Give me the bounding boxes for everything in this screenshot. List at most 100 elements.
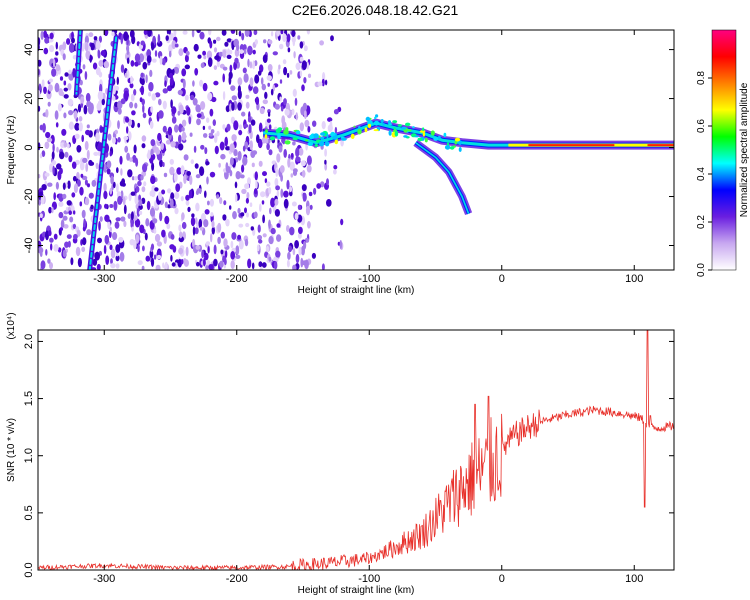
colorbar-tick-label: 0.4	[696, 167, 707, 181]
noise-speckle	[73, 210, 76, 215]
noise-speckle	[289, 226, 295, 236]
noise-speckle	[185, 200, 190, 206]
noise-speckle	[231, 95, 237, 101]
noise-speckle	[72, 68, 76, 78]
noise-speckle	[217, 222, 222, 233]
noise-speckle	[72, 223, 77, 229]
noise-speckle	[195, 202, 200, 212]
noise-speckle	[216, 130, 220, 137]
noise-speckle	[222, 124, 226, 130]
noise-speckle	[155, 148, 161, 155]
noise-speckle	[161, 58, 166, 66]
noise-speckle	[249, 61, 253, 69]
signal-blotch	[341, 137, 347, 141]
noise-speckle	[171, 116, 177, 124]
noise-speckle	[244, 207, 247, 214]
noise-speckle	[178, 48, 184, 56]
noise-speckle	[254, 171, 258, 181]
noise-speckle	[203, 257, 206, 267]
noise-speckle	[309, 204, 313, 210]
signal-blotch	[412, 126, 415, 129]
noise-speckle	[95, 132, 100, 142]
noise-speckle	[93, 36, 98, 41]
noise-speckle	[82, 237, 87, 246]
noise-speckle	[67, 240, 71, 248]
noise-speckle	[258, 160, 263, 167]
noise-speckle	[171, 262, 176, 267]
noise-speckle	[48, 84, 53, 92]
noise-speckle	[333, 169, 337, 175]
noise-speckle	[317, 81, 323, 87]
noise-speckle	[196, 261, 200, 267]
noise-speckle	[44, 141, 50, 149]
signal-blotch	[314, 144, 319, 147]
noise-speckle	[103, 182, 107, 192]
noise-speckle	[39, 250, 43, 257]
noise-speckle	[64, 151, 69, 158]
snr-ytick-label: 2.0	[23, 334, 35, 349]
noise-speckle	[84, 197, 90, 206]
noise-speckle	[206, 50, 213, 60]
noise-speckle	[210, 233, 213, 243]
noise-speckle	[116, 167, 119, 174]
noise-speckle	[83, 218, 86, 228]
noise-speckle	[229, 49, 233, 55]
noise-speckle	[112, 232, 118, 240]
signal-blotch	[444, 145, 451, 150]
noise-speckle	[274, 209, 280, 217]
noise-speckle	[204, 190, 207, 198]
snr-ytick-label: 1.0	[23, 448, 35, 463]
snr-frame	[37, 329, 675, 571]
noise-speckle	[290, 173, 294, 178]
noise-speckle	[62, 249, 67, 258]
noise-speckle	[103, 61, 110, 69]
noise-speckle	[164, 215, 170, 225]
noise-speckle	[135, 186, 140, 193]
noise-speckle	[207, 92, 213, 101]
noise-speckle	[300, 160, 306, 167]
noise-speckle	[170, 99, 173, 109]
noise-speckle	[280, 105, 284, 112]
noise-speckle	[95, 162, 99, 170]
noise-speckle	[67, 98, 74, 107]
noise-speckle	[240, 174, 245, 179]
noise-speckle	[88, 192, 94, 199]
noise-speckle	[292, 264, 297, 270]
noise-speckle	[137, 180, 142, 187]
noise-speckle	[311, 252, 316, 259]
noise-speckle	[140, 78, 145, 86]
noise-speckle	[162, 88, 168, 94]
noise-speckle	[264, 91, 268, 99]
noise-speckle	[280, 174, 283, 182]
noise-speckle	[90, 42, 95, 51]
signal-layer	[73, 30, 674, 270]
noise-speckle	[173, 192, 180, 199]
noise-speckle	[66, 234, 72, 240]
noise-speckle	[267, 39, 273, 45]
noise-speckle	[183, 174, 187, 185]
noise-speckle	[297, 232, 302, 239]
noise-speckle	[196, 104, 201, 113]
colorbar-tick-label: 0.2	[696, 215, 707, 229]
spectrogram-xtick-label: -100	[358, 273, 380, 285]
noise-speckle	[258, 239, 263, 244]
noise-speckle	[152, 58, 157, 63]
noise-speckle	[77, 257, 82, 268]
noise-speckle	[94, 251, 100, 261]
noise-speckle	[213, 133, 218, 144]
noise-speckle	[270, 227, 276, 235]
noise-speckle	[117, 120, 120, 130]
noise-speckle	[295, 112, 299, 121]
noise-speckle	[274, 198, 279, 206]
noise-speckle	[156, 241, 162, 247]
noise-speckle	[244, 183, 250, 190]
noise-speckle	[171, 40, 177, 50]
noise-speckle	[235, 254, 241, 259]
noise-speckle	[268, 236, 274, 245]
signal-blotch	[458, 140, 462, 146]
noise-speckle	[44, 172, 50, 177]
noise-speckle	[135, 234, 140, 244]
noise-speckle	[206, 176, 209, 185]
noise-speckle	[272, 84, 276, 92]
noise-speckle	[116, 183, 119, 193]
